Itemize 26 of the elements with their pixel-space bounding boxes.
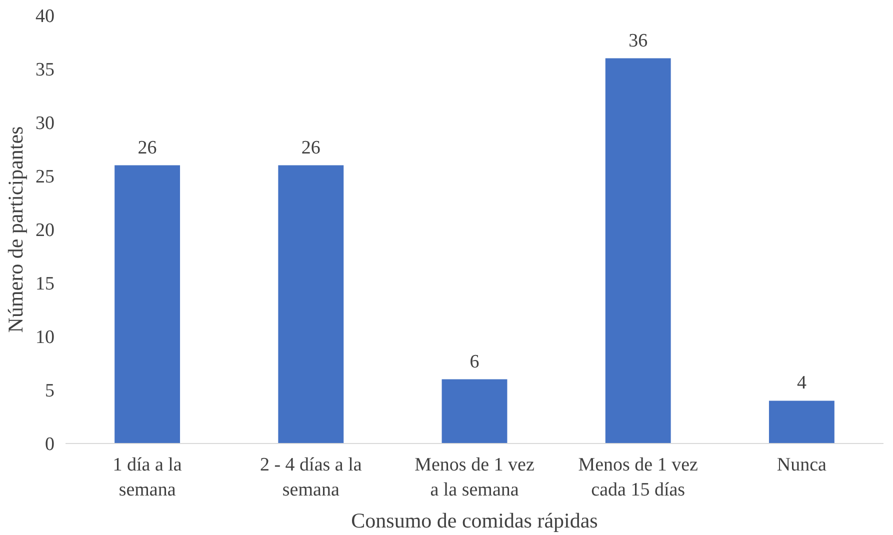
data-label: 26 [138,137,157,158]
bar [278,165,344,444]
x-tick-label: Nunca [776,454,828,476]
x-axis-title: Consumo de comidas rápidas [351,508,598,533]
y-tick-label: 25 [36,166,54,188]
y-tick-label: 35 [36,60,54,80]
y-tick-label: 10 [36,327,54,348]
data-label: 36 [628,30,648,52]
data-label: 26 [301,137,320,158]
y-tick-label: 0 [45,434,54,455]
x-tick-label: Menos de 1 vez cada 15 días [578,454,698,501]
y-tick-label: 5 [45,380,54,402]
data-label: 4 [796,372,807,394]
y-tick-label: 30 [36,113,54,134]
bar [768,400,834,444]
bar [442,379,508,444]
x-tick-label: 1 día a la semana [112,454,182,501]
data-label: 6 [470,351,480,372]
y-axis-title: Número de participantes [4,126,28,333]
bar [114,165,180,444]
x-tick-label: Menos de 1 vez a la semana [414,454,534,501]
y-tick-label: 15 [36,274,54,294]
bar [605,58,671,444]
x-tick-label: 2 - 4 días a la semana [260,454,362,501]
y-tick-label: 40 [36,6,54,27]
y-tick-label: 20 [36,220,54,241]
